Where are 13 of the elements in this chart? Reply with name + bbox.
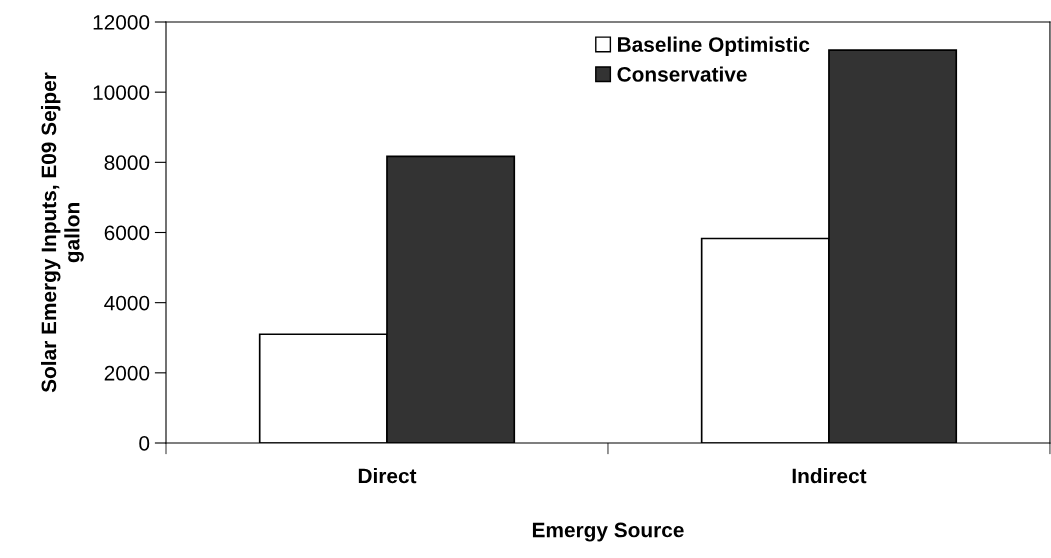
legend-label: Baseline Optimistic <box>618 36 810 56</box>
y-tick-label: 2000 <box>104 365 150 381</box>
y-tick-label: 0 <box>139 436 150 451</box>
y-tick-label: 6000 <box>104 225 150 241</box>
x-tick-label: Direct <box>358 468 417 484</box>
x-axis-title: Emergy Source <box>532 522 684 542</box>
y-tick-label: 10000 <box>93 85 150 100</box>
y-axis-title: Solar Emergy Inputs, E09 Sejper gallon <box>40 72 84 393</box>
y-tick-label: 8000 <box>104 155 150 171</box>
x-tick-label: Indirect <box>792 468 867 484</box>
y-tick-label: 4000 <box>104 295 150 311</box>
legend-label: Conservative <box>617 66 747 82</box>
y-tick-label: 12000 <box>93 15 150 30</box>
